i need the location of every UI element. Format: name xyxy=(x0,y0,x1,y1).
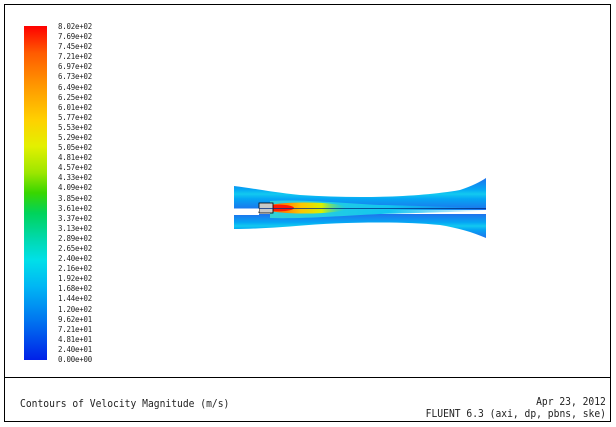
colormap-level-label: 3.61e+02 xyxy=(58,202,93,213)
colormap-level-label: 7.21e+01 xyxy=(58,323,93,334)
colormap-level-label: 4.57e+02 xyxy=(58,162,93,173)
colormap-level-label: 5.29e+02 xyxy=(58,132,93,142)
caption-bar xyxy=(5,377,610,421)
colormap-level-label: 9.62e+01 xyxy=(58,313,93,324)
colormap-level-label: 6.49e+02 xyxy=(58,81,93,92)
colormap-level-label: 2.40e+01 xyxy=(58,343,93,354)
colormap-level-label: 2.40e+02 xyxy=(58,253,93,264)
colormap-level-label: 8.02e+02 xyxy=(58,21,93,31)
colormap-level-label: 4.81e+01 xyxy=(58,333,93,344)
duct-lower xyxy=(234,214,486,238)
colormap-level-label: 6.73e+02 xyxy=(58,71,93,82)
solver-version: FLUENT 6.3 (axi, dp, pbns, ske) xyxy=(425,408,606,420)
colormap-level-label: 1.20e+02 xyxy=(58,303,93,314)
graphics-canvas xyxy=(5,5,610,376)
colormap-level-label: 5.77e+02 xyxy=(58,111,93,122)
colormap-scale-bar xyxy=(24,26,47,360)
colormap-level-label: 5.05e+02 xyxy=(58,142,93,153)
colormap-level-label: 2.89e+02 xyxy=(58,232,93,243)
colormap-level-label: 4.33e+02 xyxy=(58,172,93,183)
colormap-level-label: 3.85e+02 xyxy=(58,192,93,203)
colormap-level-label: 1.92e+02 xyxy=(58,273,93,284)
colormap-level-label: 7.21e+02 xyxy=(58,51,93,62)
colormap-level-label: 1.68e+02 xyxy=(58,283,93,294)
colormap-level-label: 7.45e+02 xyxy=(58,41,93,52)
colormap-level-label: 1.44e+02 xyxy=(58,293,93,304)
colormap-level-label: 6.25e+02 xyxy=(58,91,93,102)
colormap-level-label: 0.00e+00 xyxy=(58,354,93,364)
colormap-level-label: 2.16e+02 xyxy=(58,263,93,274)
colormap-level-label: 2.65e+02 xyxy=(58,243,93,253)
plot-title: Contours of Velocity Magnitude (m/s) xyxy=(20,398,230,410)
colormap-level-label: 6.01e+02 xyxy=(58,101,93,112)
colormap-level-label: 4.09e+02 xyxy=(58,182,93,193)
nozzle xyxy=(258,202,274,214)
colormap-level-label: 5.53e+02 xyxy=(58,121,93,132)
plot-date: Apr 23, 2012 xyxy=(536,396,606,408)
colormap-level-label: 3.37e+02 xyxy=(58,212,93,223)
colormap-level-label: 3.13e+02 xyxy=(58,222,93,233)
colormap-level-label: 6.97e+02 xyxy=(58,61,93,72)
colormap-level-label: 7.69e+02 xyxy=(58,31,93,42)
colormap-level-label: 4.81e+02 xyxy=(58,152,93,163)
